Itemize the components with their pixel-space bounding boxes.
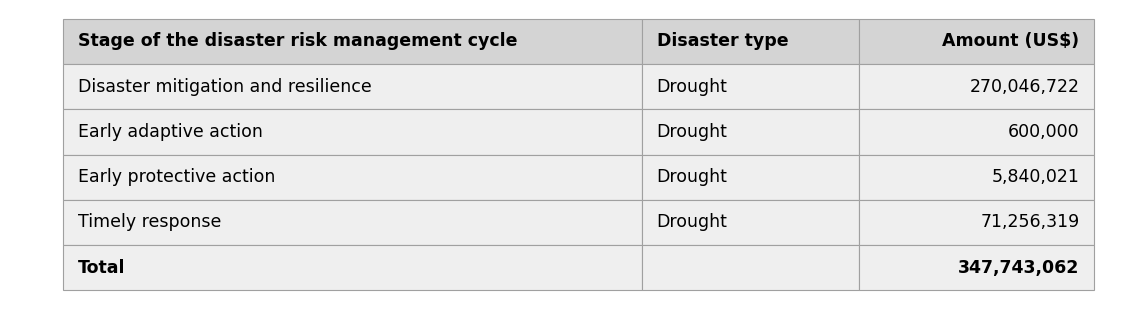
Text: 270,046,722: 270,046,722 bbox=[970, 78, 1080, 95]
Text: Amount (US$): Amount (US$) bbox=[943, 32, 1080, 50]
Bar bbox=[63, 200, 642, 245]
Bar bbox=[63, 109, 642, 154]
Text: 347,743,062: 347,743,062 bbox=[959, 259, 1080, 277]
Text: Disaster mitigation and resilience: Disaster mitigation and resilience bbox=[78, 78, 372, 95]
Text: 600,000: 600,000 bbox=[1008, 123, 1080, 141]
Bar bbox=[860, 245, 1094, 290]
Bar bbox=[63, 19, 642, 64]
Text: 5,840,021: 5,840,021 bbox=[992, 168, 1080, 186]
Text: Stage of the disaster risk management cycle: Stage of the disaster risk management cy… bbox=[78, 32, 518, 50]
Bar bbox=[860, 109, 1094, 154]
Text: Total: Total bbox=[78, 259, 125, 277]
Text: Drought: Drought bbox=[657, 123, 727, 141]
Bar bbox=[860, 200, 1094, 245]
Bar bbox=[860, 64, 1094, 109]
Bar bbox=[642, 64, 860, 109]
Bar bbox=[642, 109, 860, 154]
Text: Drought: Drought bbox=[657, 214, 727, 231]
Bar bbox=[642, 200, 860, 245]
Bar bbox=[642, 154, 860, 200]
Text: 71,256,319: 71,256,319 bbox=[980, 214, 1080, 231]
Text: Early protective action: Early protective action bbox=[78, 168, 275, 186]
Text: Drought: Drought bbox=[657, 168, 727, 186]
Text: Timely response: Timely response bbox=[78, 214, 221, 231]
Bar bbox=[642, 19, 860, 64]
Bar bbox=[63, 154, 642, 200]
Text: Disaster type: Disaster type bbox=[657, 32, 789, 50]
Text: Drought: Drought bbox=[657, 78, 727, 95]
Bar bbox=[860, 154, 1094, 200]
Bar bbox=[642, 245, 860, 290]
Bar bbox=[63, 64, 642, 109]
Text: Early adaptive action: Early adaptive action bbox=[78, 123, 262, 141]
Bar bbox=[860, 19, 1094, 64]
Bar bbox=[63, 245, 642, 290]
